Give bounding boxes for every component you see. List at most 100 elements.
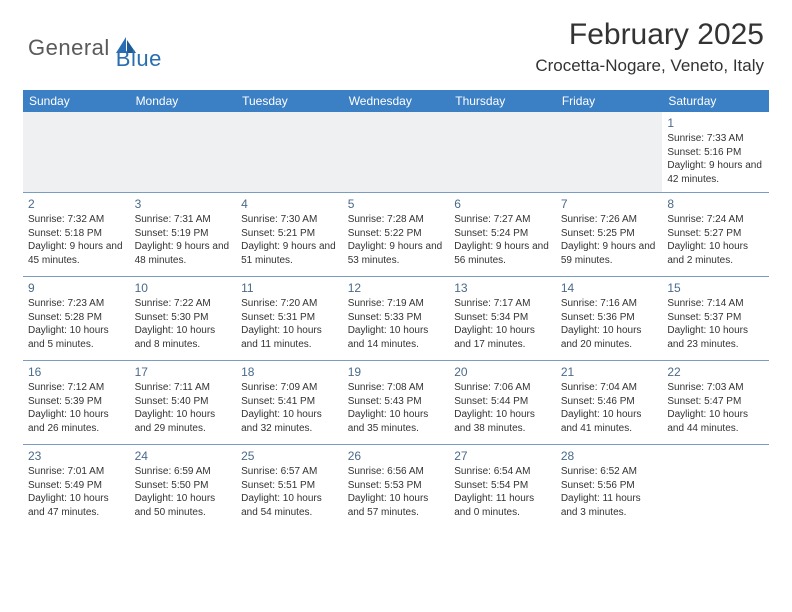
day-number: 28: [561, 448, 658, 464]
day-number: 23: [28, 448, 125, 464]
calendar-cell: 28Sunrise: 6:52 AMSunset: 5:56 PMDayligh…: [556, 445, 663, 529]
daylight-text: Daylight: 10 hours and 8 minutes.: [135, 324, 232, 351]
sunrise-text: Sunrise: 7:32 AM: [28, 213, 125, 227]
daylight-text: Daylight: 9 hours and 48 minutes.: [135, 240, 232, 267]
calendar-cell: 13Sunrise: 7:17 AMSunset: 5:34 PMDayligh…: [449, 277, 556, 361]
sunrise-text: Sunrise: 6:59 AM: [135, 465, 232, 479]
calendar-cell: [556, 112, 663, 193]
daylight-text: Daylight: 10 hours and 2 minutes.: [667, 240, 764, 267]
daylight-text: Daylight: 10 hours and 14 minutes.: [348, 324, 445, 351]
calendar-cell: 17Sunrise: 7:11 AMSunset: 5:40 PMDayligh…: [130, 361, 237, 445]
calendar-cell: [23, 112, 130, 193]
day-header: Wednesday: [343, 90, 450, 112]
daylight-text: Daylight: 11 hours and 3 minutes.: [561, 492, 658, 519]
sunset-text: Sunset: 5:34 PM: [454, 311, 551, 325]
calendar-cell: 20Sunrise: 7:06 AMSunset: 5:44 PMDayligh…: [449, 361, 556, 445]
day-header: Tuesday: [236, 90, 343, 112]
calendar-cell: 10Sunrise: 7:22 AMSunset: 5:30 PMDayligh…: [130, 277, 237, 361]
sunrise-text: Sunrise: 7:28 AM: [348, 213, 445, 227]
calendar-cell: [130, 112, 237, 193]
sunrise-text: Sunrise: 6:52 AM: [561, 465, 658, 479]
calendar-row: 2Sunrise: 7:32 AMSunset: 5:18 PMDaylight…: [23, 193, 769, 277]
daylight-text: Daylight: 10 hours and 17 minutes.: [454, 324, 551, 351]
day-number: 10: [135, 280, 232, 296]
sunrise-text: Sunrise: 7:06 AM: [454, 381, 551, 395]
calendar-cell: 19Sunrise: 7:08 AMSunset: 5:43 PMDayligh…: [343, 361, 450, 445]
sunset-text: Sunset: 5:27 PM: [667, 227, 764, 241]
title-block: February 2025 Crocetta-Nogare, Veneto, I…: [535, 18, 764, 76]
sunset-text: Sunset: 5:43 PM: [348, 395, 445, 409]
sunset-text: Sunset: 5:44 PM: [454, 395, 551, 409]
daylight-text: Daylight: 10 hours and 50 minutes.: [135, 492, 232, 519]
daylight-text: Daylight: 10 hours and 57 minutes.: [348, 492, 445, 519]
sunset-text: Sunset: 5:47 PM: [667, 395, 764, 409]
daylight-text: Daylight: 10 hours and 41 minutes.: [561, 408, 658, 435]
day-number: 4: [241, 196, 338, 212]
sunrise-text: Sunrise: 7:27 AM: [454, 213, 551, 227]
day-number: 20: [454, 364, 551, 380]
logo: General Blue: [28, 24, 162, 72]
day-number: 18: [241, 364, 338, 380]
day-number: 11: [241, 280, 338, 296]
calendar-row: 9Sunrise: 7:23 AMSunset: 5:28 PMDaylight…: [23, 277, 769, 361]
daylight-text: Daylight: 9 hours and 56 minutes.: [454, 240, 551, 267]
sunrise-text: Sunrise: 7:22 AM: [135, 297, 232, 311]
calendar-cell: 27Sunrise: 6:54 AMSunset: 5:54 PMDayligh…: [449, 445, 556, 529]
sunrise-text: Sunrise: 7:09 AM: [241, 381, 338, 395]
day-number: 2: [28, 196, 125, 212]
calendar-cell: 3Sunrise: 7:31 AMSunset: 5:19 PMDaylight…: [130, 193, 237, 277]
calendar-cell: 14Sunrise: 7:16 AMSunset: 5:36 PMDayligh…: [556, 277, 663, 361]
daylight-text: Daylight: 9 hours and 53 minutes.: [348, 240, 445, 267]
daylight-text: Daylight: 10 hours and 23 minutes.: [667, 324, 764, 351]
daylight-text: Daylight: 10 hours and 54 minutes.: [241, 492, 338, 519]
month-title: February 2025: [535, 18, 764, 52]
day-number: 1: [667, 115, 764, 131]
day-number: 15: [667, 280, 764, 296]
calendar-cell: 1Sunrise: 7:33 AMSunset: 5:16 PMDaylight…: [662, 112, 769, 193]
logo-text-blue: Blue: [116, 46, 162, 72]
day-number: 13: [454, 280, 551, 296]
sunset-text: Sunset: 5:24 PM: [454, 227, 551, 241]
daylight-text: Daylight: 10 hours and 20 minutes.: [561, 324, 658, 351]
sunrise-text: Sunrise: 7:08 AM: [348, 381, 445, 395]
day-number: 6: [454, 196, 551, 212]
day-header: Friday: [556, 90, 663, 112]
daylight-text: Daylight: 10 hours and 44 minutes.: [667, 408, 764, 435]
daylight-text: Daylight: 10 hours and 5 minutes.: [28, 324, 125, 351]
day-number: 25: [241, 448, 338, 464]
sunset-text: Sunset: 5:22 PM: [348, 227, 445, 241]
sunrise-text: Sunrise: 7:11 AM: [135, 381, 232, 395]
calendar-cell: 15Sunrise: 7:14 AMSunset: 5:37 PMDayligh…: [662, 277, 769, 361]
sunset-text: Sunset: 5:28 PM: [28, 311, 125, 325]
day-number: 19: [348, 364, 445, 380]
day-number: 16: [28, 364, 125, 380]
calendar-cell: 25Sunrise: 6:57 AMSunset: 5:51 PMDayligh…: [236, 445, 343, 529]
sunset-text: Sunset: 5:56 PM: [561, 479, 658, 493]
calendar-cell: 12Sunrise: 7:19 AMSunset: 5:33 PMDayligh…: [343, 277, 450, 361]
calendar-cell: 22Sunrise: 7:03 AMSunset: 5:47 PMDayligh…: [662, 361, 769, 445]
calendar-table: Sunday Monday Tuesday Wednesday Thursday…: [23, 90, 769, 529]
sunset-text: Sunset: 5:46 PM: [561, 395, 658, 409]
daylight-text: Daylight: 10 hours and 11 minutes.: [241, 324, 338, 351]
day-header-row: Sunday Monday Tuesday Wednesday Thursday…: [23, 90, 769, 112]
sunrise-text: Sunrise: 6:56 AM: [348, 465, 445, 479]
sunrise-text: Sunrise: 7:01 AM: [28, 465, 125, 479]
sunset-text: Sunset: 5:16 PM: [667, 146, 764, 160]
daylight-text: Daylight: 10 hours and 35 minutes.: [348, 408, 445, 435]
calendar-cell: [343, 112, 450, 193]
calendar-cell: 21Sunrise: 7:04 AMSunset: 5:46 PMDayligh…: [556, 361, 663, 445]
sunset-text: Sunset: 5:41 PM: [241, 395, 338, 409]
sunrise-text: Sunrise: 7:26 AM: [561, 213, 658, 227]
sunrise-text: Sunrise: 7:20 AM: [241, 297, 338, 311]
sunset-text: Sunset: 5:49 PM: [28, 479, 125, 493]
calendar-cell: 16Sunrise: 7:12 AMSunset: 5:39 PMDayligh…: [23, 361, 130, 445]
day-number: 26: [348, 448, 445, 464]
calendar-cell: 24Sunrise: 6:59 AMSunset: 5:50 PMDayligh…: [130, 445, 237, 529]
day-header: Thursday: [449, 90, 556, 112]
day-number: 14: [561, 280, 658, 296]
daylight-text: Daylight: 10 hours and 38 minutes.: [454, 408, 551, 435]
calendar-cell: 6Sunrise: 7:27 AMSunset: 5:24 PMDaylight…: [449, 193, 556, 277]
day-number: 8: [667, 196, 764, 212]
daylight-text: Daylight: 9 hours and 59 minutes.: [561, 240, 658, 267]
sunset-text: Sunset: 5:30 PM: [135, 311, 232, 325]
